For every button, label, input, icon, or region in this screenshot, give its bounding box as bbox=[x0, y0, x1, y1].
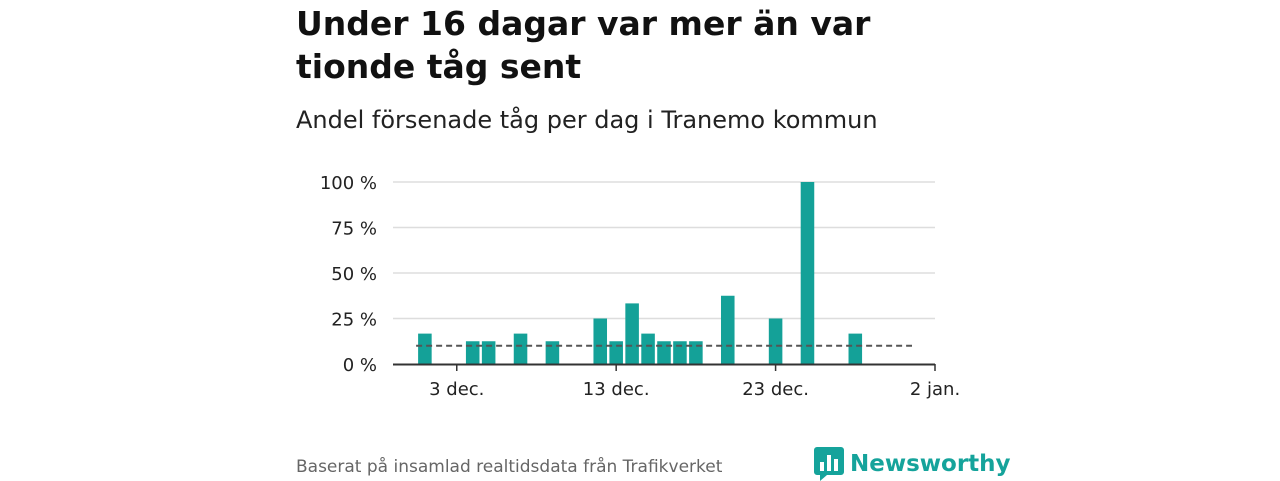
x-tick-label: 3 dec. bbox=[429, 379, 484, 400]
bar bbox=[465, 341, 480, 364]
bar bbox=[641, 333, 655, 364]
chart-subtitle: Andel försenade tåg per dag i Tranemo ko… bbox=[296, 106, 878, 134]
chart-title: Under 16 dagar var mer än var tionde tåg… bbox=[296, 4, 871, 86]
x-axis-ticks: 3 dec. 13 dec. 23 dec. 2 jan. bbox=[429, 364, 960, 400]
y-axis-ticks: 0 % 25 % 50 % 75 % 100 % bbox=[320, 173, 377, 376]
source-note: Baserat på insamlad realtidsdata från Tr… bbox=[296, 457, 723, 477]
bar-chart-speech-bubble-icon bbox=[814, 447, 844, 481]
bars bbox=[418, 182, 863, 364]
bar bbox=[657, 341, 671, 364]
bar bbox=[720, 295, 735, 364]
y-tick-label: 0 % bbox=[343, 355, 377, 376]
grid-lines bbox=[393, 181, 935, 320]
y-tick-label: 75 % bbox=[331, 219, 377, 240]
y-tick-label: 100 % bbox=[320, 173, 377, 194]
bar bbox=[513, 333, 528, 364]
bar bbox=[625, 303, 639, 364]
bar bbox=[418, 333, 432, 364]
bar bbox=[545, 341, 560, 364]
bar-chart: 0 % 25 % 50 % 75 % 100 % 3 dec. 13 dec. 23 dec… bbox=[320, 173, 960, 400]
bar bbox=[673, 341, 687, 364]
brand-name: Newsworthy bbox=[850, 451, 1011, 477]
bar bbox=[689, 341, 703, 364]
bar bbox=[481, 341, 496, 364]
x-tick-label: 23 dec. bbox=[742, 379, 809, 400]
brand-logo[interactable]: Newsworthy bbox=[814, 447, 1011, 481]
x-tick-label: 2 jan. bbox=[910, 379, 960, 400]
bar bbox=[800, 182, 815, 364]
bar bbox=[609, 341, 623, 364]
y-tick-label: 50 % bbox=[331, 264, 377, 285]
x-tick-label: 13 dec. bbox=[583, 379, 650, 400]
bar bbox=[768, 318, 783, 364]
bar bbox=[848, 333, 863, 364]
y-tick-label: 25 % bbox=[331, 310, 377, 331]
bar bbox=[593, 318, 608, 364]
